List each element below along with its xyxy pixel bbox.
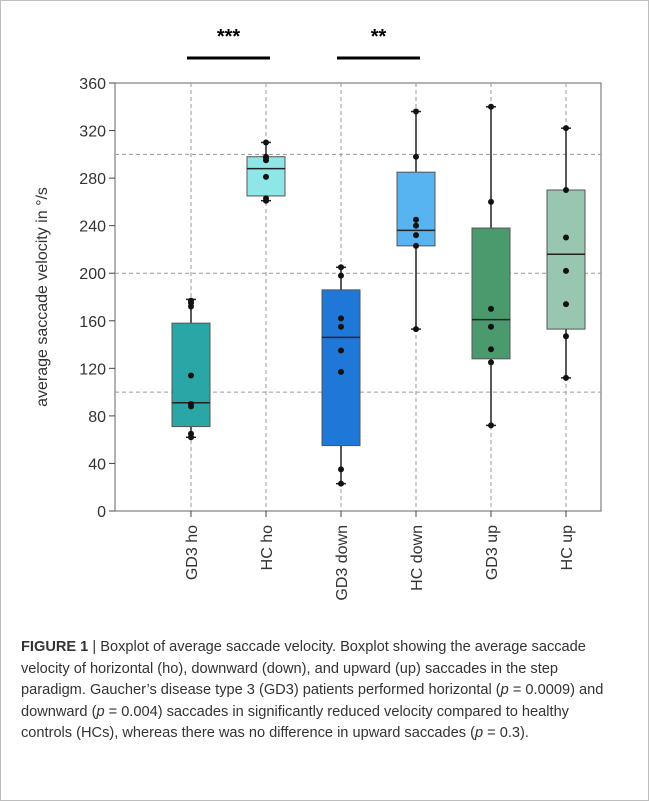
box-4	[471, 227, 511, 360]
box-2	[321, 289, 361, 447]
caption-text-1: Boxplot of average saccade velocity. Box…	[21, 639, 586, 698]
data-point-2-5	[338, 315, 344, 322]
caption-p-symbol-1: p	[500, 682, 509, 698]
caption-separator: |	[88, 639, 101, 655]
y-tick-label-160: 160	[79, 314, 106, 331]
figure-label: FIGURE 1	[21, 639, 89, 655]
x-tick-label-5: HC up	[559, 525, 576, 570]
data-point-2-2	[338, 368, 344, 375]
significance-label-0: ***	[217, 26, 241, 48]
data-point-2-6	[338, 272, 344, 279]
y-tick-label-360: 360	[79, 76, 106, 93]
caption-text-2: = 0.0009) and downward (	[21, 682, 604, 720]
data-point-0-7	[188, 297, 194, 304]
data-point-4-0	[488, 422, 494, 429]
data-point-2-3	[338, 347, 344, 354]
plot-frame	[114, 82, 602, 512]
y-tick-label-40: 40	[88, 456, 106, 473]
x-tick-label-0: GD3 ho	[184, 525, 201, 580]
box-5	[546, 189, 586, 330]
y-tick-label-200: 200	[79, 266, 106, 283]
caption-text-3: = 0.004) saccades in significantly reduc…	[21, 703, 569, 742]
caption-p-symbol-2: p	[96, 703, 105, 720]
data-point-5-2	[563, 301, 569, 308]
significance-label-1: **	[371, 26, 387, 48]
figure-caption: FIGURE 1 | Boxplot of average saccade ve…	[21, 637, 621, 745]
y-axis-label: average saccade velocity in °/s	[34, 187, 51, 407]
y-tick-label-320: 320	[79, 124, 106, 141]
data-point-4-3	[488, 323, 494, 330]
data-point-5-6	[563, 125, 569, 132]
y-tick-label-0: 0	[97, 504, 106, 521]
data-point-3-0	[413, 326, 419, 333]
data-point-4-1	[488, 359, 494, 366]
data-point-0-3	[188, 401, 194, 407]
y-tick-label-240: 240	[79, 219, 106, 236]
y-tick-label-280: 280	[79, 171, 106, 188]
caption-p-symbol-3: p	[474, 725, 484, 741]
data-point-3-3	[413, 222, 419, 229]
y-tick-label-80: 80	[88, 409, 106, 426]
x-tick-label-2: GD3 down	[334, 525, 351, 601]
x-tick-label-3: HC down	[409, 525, 426, 591]
data-point-1-1	[263, 195, 269, 202]
data-point-5-1	[563, 333, 569, 340]
x-tick-label-1: HC ho	[259, 525, 276, 570]
data-point-2-0	[338, 480, 344, 487]
data-point-0-4	[188, 372, 194, 379]
data-point-2-7	[338, 264, 344, 271]
y-tick-label-120: 120	[79, 361, 106, 378]
caption-text-4: = 0.3).	[483, 725, 529, 741]
data-point-1-2	[263, 173, 269, 180]
data-point-3-2	[413, 232, 419, 239]
data-point-3-5	[413, 153, 419, 160]
x-tick-label-4: GD3 up	[484, 525, 501, 580]
data-point-2-4	[338, 323, 344, 330]
data-point-0-1	[188, 430, 194, 437]
data-point-5-0	[563, 374, 569, 381]
data-point-5-3	[563, 267, 569, 274]
data-point-2-1	[338, 466, 344, 473]
data-point-3-1	[413, 242, 419, 249]
data-point-4-4	[488, 305, 494, 312]
data-point-5-4	[563, 234, 569, 241]
data-point-1-5	[263, 153, 269, 160]
data-point-4-2	[488, 346, 494, 353]
data-point-5-5	[563, 187, 569, 193]
data-point-3-6	[413, 108, 419, 115]
data-point-1-6	[263, 139, 269, 146]
data-point-4-6	[488, 103, 494, 110]
data-point-3-4	[413, 216, 419, 223]
boxplot-chart: 0 40 80 120 160 200 240 280 320 360 average saccad…	[34, 26, 602, 601]
data-point-4-5	[488, 198, 494, 205]
